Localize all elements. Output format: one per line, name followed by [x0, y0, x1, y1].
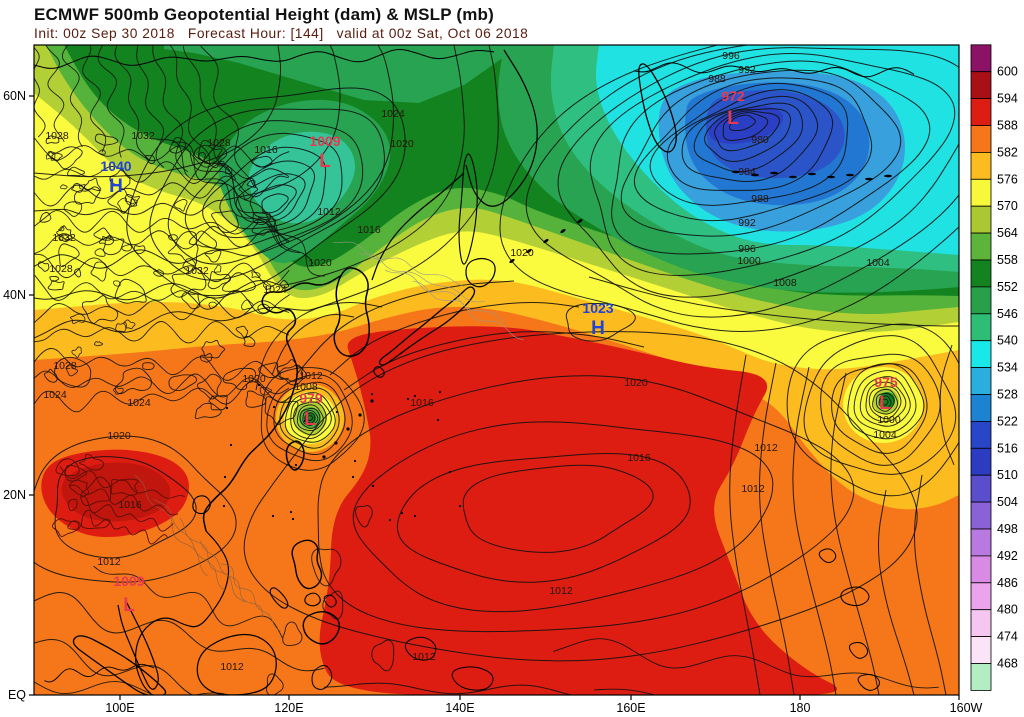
svg-text:480: 480: [997, 603, 1018, 617]
svg-text:EQ: EQ: [8, 688, 26, 702]
svg-text:1000: 1000: [877, 414, 901, 426]
svg-text:564: 564: [997, 226, 1018, 240]
svg-text:492: 492: [997, 549, 1018, 563]
svg-text:1020: 1020: [107, 430, 131, 442]
svg-text:510: 510: [997, 468, 1018, 482]
svg-text:1012: 1012: [317, 206, 341, 218]
svg-text:546: 546: [997, 307, 1018, 321]
svg-text:1009: 1009: [113, 573, 144, 589]
svg-text:498: 498: [997, 522, 1018, 536]
svg-text:988: 988: [751, 193, 769, 205]
svg-text:975: 975: [874, 374, 898, 390]
svg-text:H: H: [109, 176, 123, 197]
svg-text:100E: 100E: [105, 701, 134, 715]
svg-text:180: 180: [790, 701, 811, 715]
svg-text:1020: 1020: [308, 257, 332, 269]
svg-text:1016: 1016: [254, 144, 278, 156]
svg-text:528: 528: [997, 388, 1018, 402]
svg-text:ECMWF 500mb Geopotential Heigh: ECMWF 500mb Geopotential Height (dam) & …: [34, 5, 494, 24]
svg-text:1032: 1032: [185, 265, 209, 277]
svg-text:1000: 1000: [737, 255, 761, 267]
svg-text:1008: 1008: [773, 277, 797, 289]
svg-text:1028: 1028: [49, 263, 73, 275]
svg-text:140E: 140E: [445, 701, 474, 715]
svg-text:504: 504: [997, 495, 1018, 509]
svg-text:1024: 1024: [127, 397, 151, 409]
svg-text:979: 979: [299, 390, 323, 406]
svg-text:992: 992: [738, 64, 756, 76]
svg-text:582: 582: [997, 145, 1018, 159]
svg-text:1012: 1012: [549, 585, 573, 597]
svg-text:1023: 1023: [582, 300, 613, 316]
svg-text:486: 486: [997, 576, 1018, 590]
svg-text:588: 588: [997, 119, 1018, 133]
svg-text:1040: 1040: [100, 158, 131, 174]
svg-text:1020: 1020: [624, 377, 648, 389]
svg-text:L: L: [319, 151, 331, 172]
svg-text:L: L: [727, 108, 739, 129]
svg-text:1028: 1028: [45, 130, 69, 142]
svg-text:972: 972: [721, 88, 745, 104]
svg-text:558: 558: [997, 253, 1018, 267]
svg-text:570: 570: [997, 199, 1018, 213]
svg-text:1012: 1012: [97, 556, 121, 568]
svg-text:522: 522: [997, 414, 1018, 428]
svg-text:L: L: [304, 409, 316, 430]
svg-text:996: 996: [722, 50, 740, 62]
svg-text:1004: 1004: [873, 429, 897, 441]
svg-text:L: L: [123, 595, 135, 616]
svg-text:1009: 1009: [309, 133, 340, 149]
svg-text:1024: 1024: [381, 108, 405, 120]
svg-text:1020: 1020: [390, 138, 414, 150]
svg-text:40N: 40N: [3, 288, 26, 302]
svg-text:576: 576: [997, 172, 1018, 186]
svg-text:1012: 1012: [299, 370, 323, 382]
svg-text:1032: 1032: [131, 130, 155, 142]
svg-text:474: 474: [997, 630, 1018, 644]
svg-text:160W: 160W: [950, 701, 983, 715]
svg-text:600: 600: [997, 65, 1018, 79]
svg-text:1024: 1024: [43, 389, 67, 401]
svg-text:160E: 160E: [616, 701, 645, 715]
svg-text:1028: 1028: [207, 137, 231, 149]
svg-text:468: 468: [997, 657, 1018, 671]
svg-text:1012: 1012: [220, 661, 244, 673]
svg-text:540: 540: [997, 334, 1018, 348]
svg-text:1016: 1016: [410, 397, 434, 409]
svg-text:120E: 120E: [274, 701, 303, 715]
svg-text:1020: 1020: [510, 247, 534, 259]
svg-text:594: 594: [997, 92, 1018, 106]
svg-text:992: 992: [738, 217, 756, 229]
svg-text:552: 552: [997, 280, 1018, 294]
svg-text:60N: 60N: [3, 89, 26, 103]
svg-text:L: L: [879, 393, 891, 414]
svg-text:984: 984: [738, 166, 756, 178]
svg-text:1008: 1008: [294, 381, 318, 393]
svg-text:1020: 1020: [242, 373, 266, 385]
svg-text:1004: 1004: [866, 257, 890, 269]
svg-text:988: 988: [708, 73, 726, 85]
svg-text:1032: 1032: [52, 232, 76, 244]
svg-text:1012: 1012: [754, 442, 778, 454]
svg-text:H: H: [591, 318, 605, 339]
svg-text:996: 996: [738, 243, 756, 255]
svg-text:20N: 20N: [3, 488, 26, 502]
svg-text:534: 534: [997, 361, 1018, 375]
svg-text:516: 516: [997, 441, 1018, 455]
svg-text:980: 980: [751, 134, 769, 146]
svg-text:1016: 1016: [357, 224, 381, 236]
svg-text:Init: 00z Sep 30 2018 Foreca: Init: 00z Sep 30 2018 Forecast Hour: [14…: [34, 26, 528, 41]
svg-text:1012: 1012: [412, 651, 436, 663]
svg-text:1016: 1016: [118, 499, 142, 511]
svg-text:1012: 1012: [741, 483, 765, 495]
svg-text:1024: 1024: [263, 284, 287, 296]
svg-text:1016: 1016: [627, 452, 651, 464]
svg-text:1028: 1028: [53, 360, 77, 372]
